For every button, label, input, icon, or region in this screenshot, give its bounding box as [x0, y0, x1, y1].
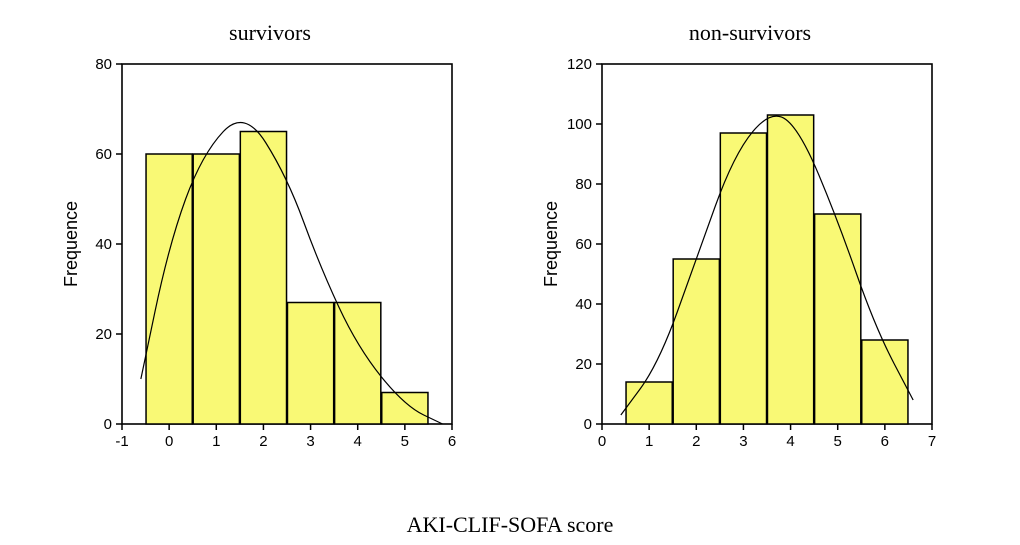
x-tick-label: 6: [448, 433, 456, 450]
y-tick-label: 0: [104, 416, 112, 433]
histogram-bar: [767, 115, 813, 424]
y-tick-label: 120: [567, 56, 592, 73]
histogram-bar: [240, 132, 286, 425]
y-tick-label: 80: [95, 56, 112, 73]
y-tick-label: 20: [95, 326, 112, 343]
x-tick-label: 4: [354, 433, 362, 450]
y-tick-label: 80: [575, 176, 592, 193]
histogram-bar: [287, 303, 333, 425]
histogram-bar: [673, 259, 719, 424]
histogram-bar: [335, 303, 381, 425]
panel-title: non-survivors: [540, 20, 960, 46]
x-tick-label: 3: [306, 433, 314, 450]
y-tick-label: 40: [95, 236, 112, 253]
histogram-bar: [382, 393, 428, 425]
y-tick-label: 0: [584, 416, 592, 433]
y-tick-label: 60: [575, 236, 592, 253]
y-tick-label: 40: [575, 296, 592, 313]
x-tick-label: 5: [834, 433, 842, 450]
histogram-bar: [862, 340, 908, 424]
x-tick-label: 4: [786, 433, 794, 450]
y-tick-label: 60: [95, 146, 112, 163]
y-axis-label: Frequence: [541, 201, 561, 287]
x-tick-label: 7: [928, 433, 936, 450]
x-tick-label: 5: [401, 433, 409, 450]
x-tick-label: 0: [598, 433, 606, 450]
x-tick-label: 0: [165, 433, 173, 450]
histogram-bar: [193, 154, 239, 424]
y-tick-label: 100: [567, 116, 592, 133]
x-tick-label: 6: [881, 433, 889, 450]
histogram-bar: [626, 382, 672, 424]
x-axis-label: AKI-CLIF-SOFA score: [0, 512, 1020, 538]
x-tick-label: 1: [645, 433, 653, 450]
panel-svg-0: 020406080-10123456Frequence: [60, 54, 480, 494]
x-tick-label: 3: [739, 433, 747, 450]
x-tick-label: 1: [212, 433, 220, 450]
y-axis-label: Frequence: [61, 201, 81, 287]
panel-svg-1: 0 20 40 60 80 100 120 0 1 2 3 4 5 6 7 Frequence: [540, 54, 960, 494]
y-tick-label: 20: [575, 356, 592, 373]
histogram-bar: [815, 214, 861, 424]
x-tick-label: 2: [692, 433, 700, 450]
panel-survivors: survivors 020406080-10123456Frequence: [60, 20, 480, 494]
x-tick-label: 2: [259, 433, 267, 450]
panel-title: survivors: [60, 20, 480, 46]
x-tick-label: -1: [115, 433, 128, 450]
panel-nonsurvivors: non-survivors 0 20 40 60 80 100 120 0 1 2 3 4 5 6 7 Fre…: [540, 20, 960, 494]
histogram-bar: [146, 154, 192, 424]
chart-row: survivors 020406080-10123456Frequence no…: [0, 0, 1020, 494]
